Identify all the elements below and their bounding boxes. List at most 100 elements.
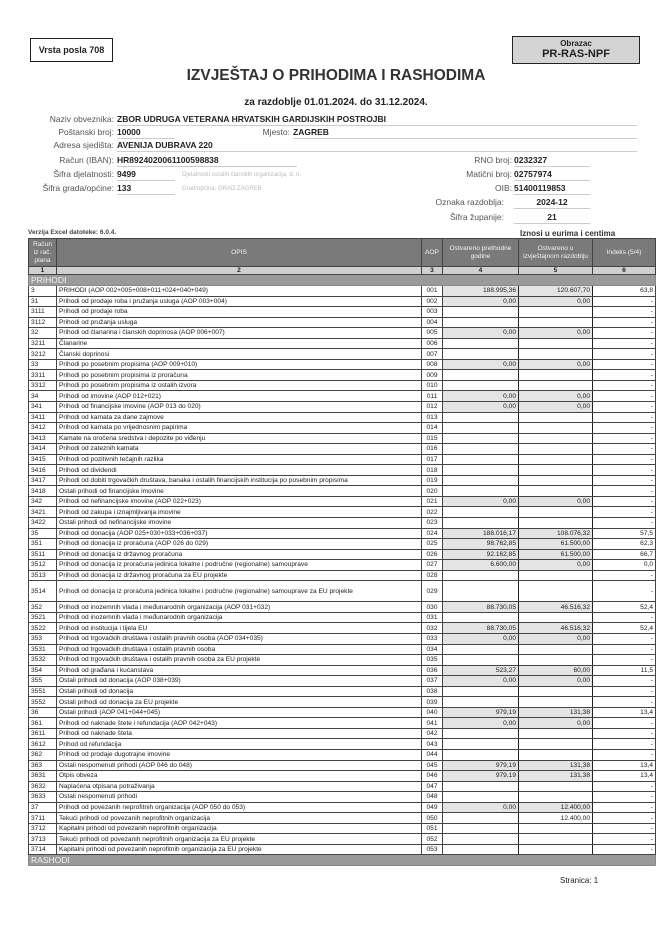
cell-index: - <box>592 295 656 308</box>
table-row: 3521 Prihodi od inozemnih vlada i međunar… <box>28 611 656 624</box>
cell-prev-value: 523,27 <box>442 664 519 677</box>
cell-opis: Ostali prihodi od donacija za EU projekt… <box>56 696 422 708</box>
table-row: 354 Prihodi od građana i kućanstava 036 523… <box>28 664 656 677</box>
cell-curr-value <box>518 843 593 856</box>
cell-prev-value: 88.730,05 <box>442 601 519 613</box>
cell-index: - <box>592 611 656 624</box>
cell-opis: Prihodi od zakupa i iznajmljivanja imovi… <box>56 506 422 519</box>
oib-value: 51400119853 <box>514 183 590 195</box>
cell-curr-value <box>518 432 593 445</box>
cell-prev-value <box>442 411 519 424</box>
cell-aop: 007 <box>421 348 443 360</box>
cell-index: - <box>592 453 656 466</box>
cell-index: - <box>592 327 656 339</box>
cell-curr-value <box>518 748 593 761</box>
cell-prev-value <box>442 432 519 445</box>
cell-prev-value <box>442 780 519 793</box>
table-row: 3311 Prihodi po posebnim propisima iz pro… <box>28 369 656 381</box>
table-row: 3411 Prihodi od kamata za dane zajmove 013… <box>28 411 656 424</box>
table-row: 3 PRIHODI (AOP 002+005+008+011+024+040+04… <box>28 285 656 297</box>
cell-aop: 044 <box>421 748 443 761</box>
cell-prev-value <box>442 696 519 708</box>
table-row: 3111 Prihodi od prodaje roba 003 - <box>28 306 656 318</box>
naziv-value: ZBOR UDRUGA VETERANA HRVATSKIH GARDIJSKI… <box>117 114 637 126</box>
table-row: 33 Prihodi po posebnim propisima (AOP 009… <box>28 358 656 371</box>
col-number: 4 <box>442 266 519 275</box>
cell-konto: 37 <box>28 801 57 814</box>
cell-index: - <box>592 812 656 824</box>
cell-aop: 038 <box>421 685 443 698</box>
cell-index: - <box>592 791 656 803</box>
cell-prev-value: 0,00 <box>442 401 519 413</box>
cell-konto: 3712 <box>28 822 57 835</box>
cell-index: - <box>592 696 656 708</box>
cell-aop: 010 <box>421 379 443 392</box>
cell-aop: 019 <box>421 474 443 487</box>
cell-curr-value: 46.516,32 <box>518 622 593 634</box>
cell-opis: Prihodi od imovine (AOP 012+021) <box>56 390 422 402</box>
adresa-value: AVENIJA DUBRAVA 220 <box>117 140 637 152</box>
cell-index: - <box>592 748 656 761</box>
grad-desc: Grad/općina: GRAD ZAGREB <box>182 186 262 192</box>
cell-curr-value: 131,38 <box>518 706 593 719</box>
cell-konto: 3211 <box>28 337 57 350</box>
cell-index: - <box>592 843 656 856</box>
djelatnost-desc: Djelatnosti ostalih članskih organizacij… <box>182 172 302 178</box>
cell-opis: Članarine <box>56 337 422 350</box>
table-row: 3612 Prihod od refundacija 043 - <box>28 738 656 750</box>
cell-opis: Članski doprinosi <box>56 348 422 360</box>
cell-aop: 048 <box>421 791 443 803</box>
cell-prev-value <box>442 738 519 750</box>
cell-opis: Prihodi od donacija iz proračuna (AOP 02… <box>56 538 422 550</box>
cell-index: - <box>592 738 656 750</box>
cell-index: - <box>592 654 656 666</box>
cell-opis: Prihodi po posebnim propisima (AOP 009+0… <box>56 358 422 371</box>
period-subtitle: za razdoblje 01.01.2024. do 31.12.2024. <box>244 97 428 108</box>
cell-aop: 036 <box>421 664 443 677</box>
cell-curr-value <box>518 685 593 698</box>
cell-prev-value <box>442 485 519 497</box>
table-row: 352 Prihodi od inozemnih vlada i međunaro… <box>28 601 656 613</box>
section-rashodi-label: RASHODI <box>28 854 656 867</box>
cell-konto: 363 <box>28 759 57 772</box>
col-header-prev: Ostvareno prethodne godine <box>442 238 519 267</box>
cell-index: - <box>592 801 656 814</box>
cell-curr-value: 131,38 <box>518 770 593 782</box>
cell-opis: Prihodi od donacija iz proračuna jedinic… <box>56 559 422 571</box>
cell-prev-value <box>442 316 519 329</box>
cell-prev-value <box>442 791 519 803</box>
cell-konto: 3422 <box>28 517 57 529</box>
col-header-aop: AOP <box>421 238 443 267</box>
cell-konto: 3415 <box>28 453 57 466</box>
cell-konto: 36 <box>28 706 57 719</box>
cell-prev-value <box>442 369 519 381</box>
cell-prev-value <box>442 306 519 318</box>
column-number-row: 1 2 3 4 5 6 <box>28 266 656 275</box>
cell-curr-value <box>518 727 593 740</box>
cell-curr-value <box>518 643 593 656</box>
cell-index: 13,4 <box>592 706 656 719</box>
cell-prev-value: 92.162,85 <box>442 548 519 561</box>
cell-curr-value <box>518 738 593 750</box>
cell-curr-value <box>518 379 593 392</box>
cell-konto: 3414 <box>28 443 57 455</box>
table-row: 3532 Prihodi od trgovačkih društava i ost… <box>28 654 656 666</box>
col-header-index: Indeks (5/4) <box>592 238 656 267</box>
cell-curr-value: 61.500,00 <box>518 548 593 561</box>
cell-index: 13,4 <box>592 759 656 772</box>
cell-opis: Prihodi od kamata za dane zajmove <box>56 411 422 424</box>
cell-aop: 009 <box>421 369 443 381</box>
cell-index: - <box>592 306 656 318</box>
cell-prev-value <box>442 580 519 603</box>
cell-index: 52,4 <box>592 622 656 634</box>
cell-curr-value <box>518 696 593 708</box>
cell-curr-value <box>518 822 593 835</box>
table-row: 3631 Otpis obveza 046 979,19 131,38 13,4 <box>28 770 656 782</box>
cell-konto: 3714 <box>28 843 57 856</box>
cell-curr-value <box>518 453 593 466</box>
cell-opis: Prihodi od prodaje roba <box>56 306 422 318</box>
table-row: 3212 Članski doprinosi 007 - <box>28 348 656 360</box>
table-row: 3422 Ostali prihodi od nefinancijske imov… <box>28 517 656 529</box>
cell-aop: 030 <box>421 601 443 613</box>
cell-opis: Prihodi od donacija iz državnog proračun… <box>56 548 422 561</box>
